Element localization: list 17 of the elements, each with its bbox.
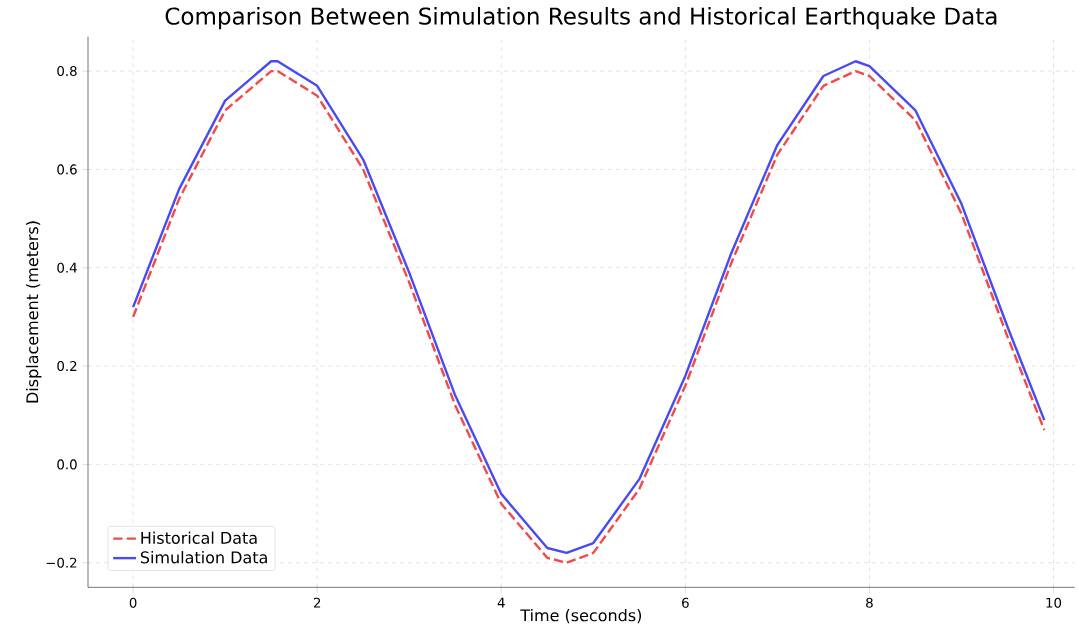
y-tick-label: 0.6	[57, 164, 77, 175]
x-tick-label: 10	[1046, 597, 1062, 608]
x-tick-label: 0	[129, 597, 137, 608]
legend-label: Historical Data	[141, 531, 257, 544]
y-axis-title: Displacement (meters)	[25, 221, 42, 403]
y-tick-label: 0.4	[57, 262, 77, 273]
x-tick-label: 8	[866, 597, 873, 608]
x-tick-label: 6	[682, 597, 689, 608]
x-tick-label: 2	[313, 597, 321, 608]
y-tick-label: −0.2	[46, 557, 77, 568]
legend-label: Simulation Data	[140, 551, 267, 564]
x-axis-title: Time (seconds)	[520, 608, 642, 624]
chart-title: Comparison Between Simulation Results and Historical Earthquake Data	[165, 6, 997, 30]
x-tick-label: 4	[497, 597, 505, 608]
y-tick-label: 0.8	[57, 66, 77, 77]
y-tick-label: 0.0	[57, 459, 77, 470]
y-tick-label: 0.2	[57, 361, 77, 372]
